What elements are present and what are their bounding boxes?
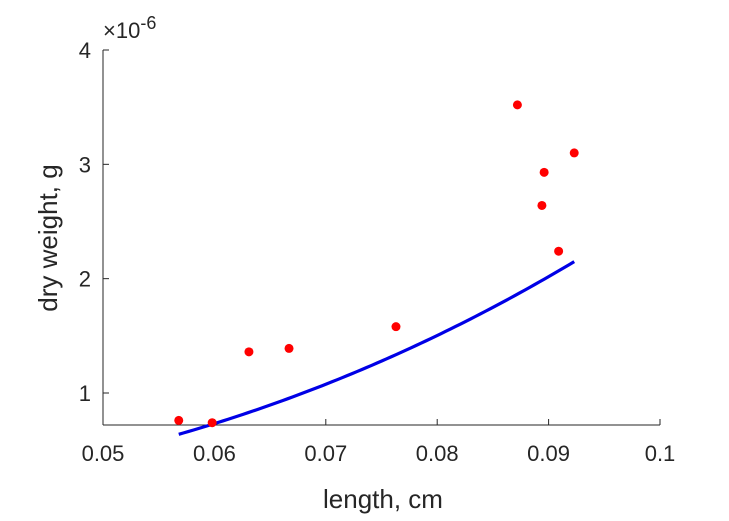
data-point bbox=[537, 200, 547, 210]
x-tick-label: 0.07 bbox=[304, 441, 347, 466]
data-point bbox=[174, 415, 184, 425]
x-tick-label: 0.09 bbox=[527, 441, 570, 466]
y-exponent-label: ×10-6 bbox=[103, 13, 156, 43]
y-exponent-power: -6 bbox=[140, 13, 156, 33]
axes: 0.05 0.06 0.07 0.08 0.09 0.1 1 2 3 4 bbox=[79, 38, 676, 466]
y-tick-label: 1 bbox=[79, 381, 91, 406]
data-point bbox=[244, 347, 254, 357]
data-point bbox=[391, 322, 401, 332]
y-tick-label: 3 bbox=[79, 152, 91, 177]
y-exponent-base: ×10 bbox=[103, 18, 140, 43]
x-tick-label: 0.05 bbox=[82, 441, 125, 466]
x-axis-label: length, cm bbox=[323, 484, 443, 514]
labels-layer: length, cm dry weight, g ×10-6 bbox=[33, 13, 443, 514]
fit-curve bbox=[178, 260, 576, 436]
data-point bbox=[539, 167, 549, 177]
x-tick-label: 0.1 bbox=[645, 441, 676, 466]
data-point bbox=[554, 246, 564, 256]
data-point bbox=[512, 100, 522, 110]
data-point bbox=[569, 148, 579, 158]
x-tick-label: 0.06 bbox=[193, 441, 236, 466]
y-tick-label: 2 bbox=[79, 267, 91, 292]
data-point bbox=[284, 343, 294, 353]
x-tick-label: 0.08 bbox=[416, 441, 459, 466]
y-tick-label: 4 bbox=[79, 38, 91, 63]
data-point bbox=[207, 418, 217, 428]
scatter-points-layer bbox=[174, 100, 579, 428]
fit-curve-layer bbox=[178, 260, 576, 436]
y-axis-label: dry weight, g bbox=[33, 164, 63, 311]
